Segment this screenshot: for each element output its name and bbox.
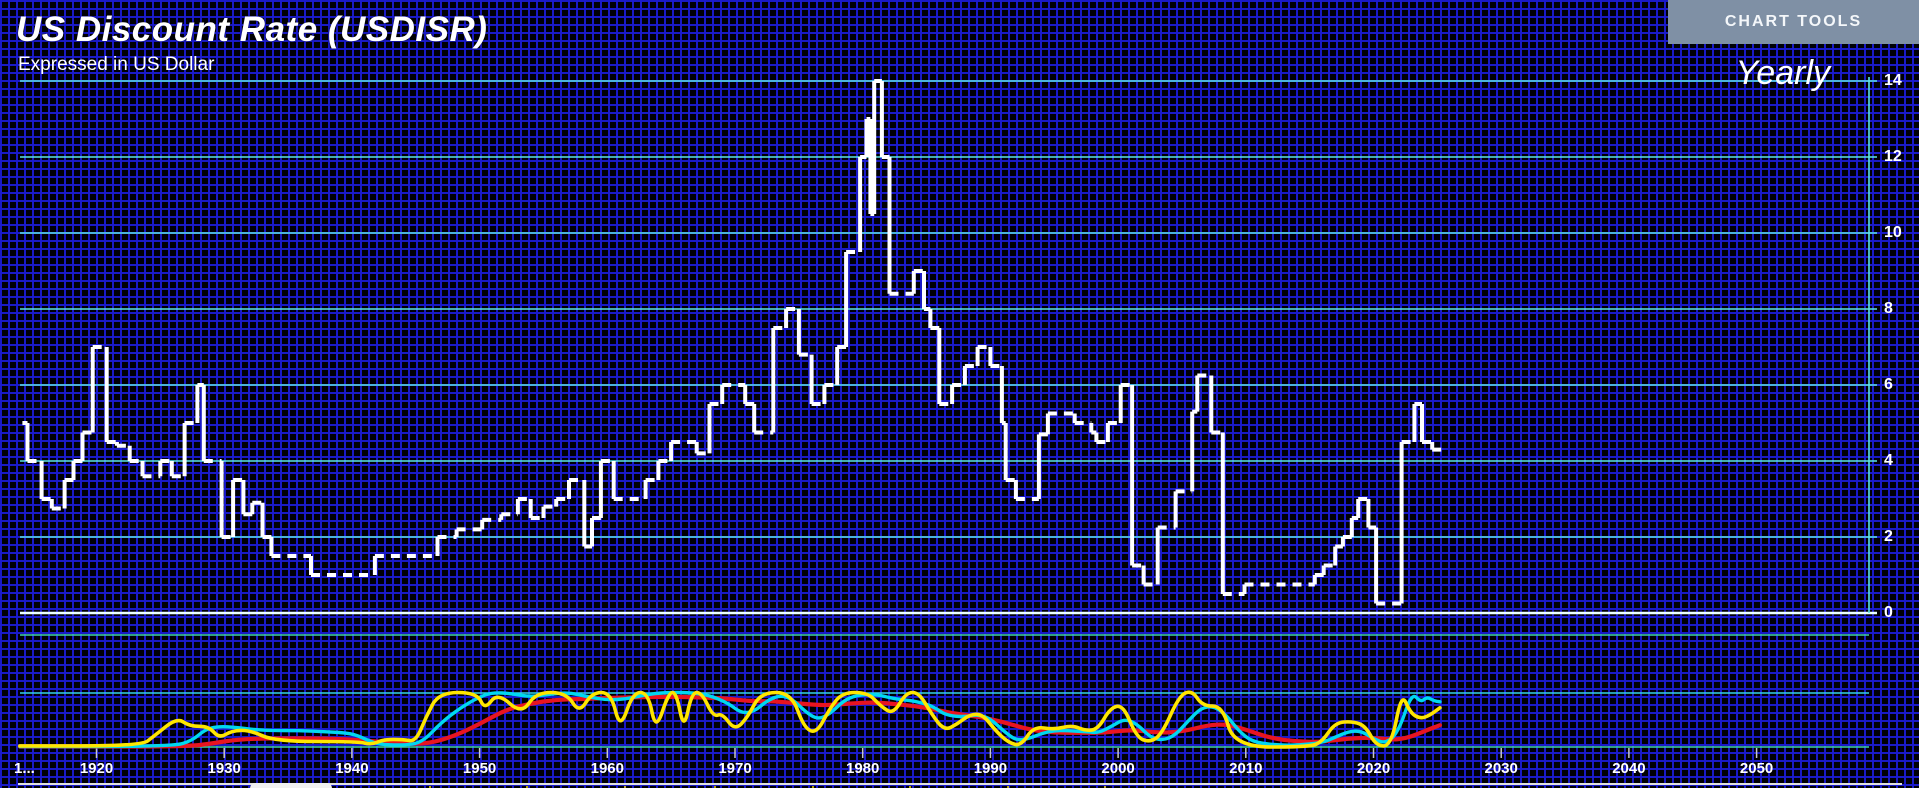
frequency-label: Yearly	[1735, 54, 1831, 92]
y-axis-label-8: 8	[1884, 300, 1893, 317]
x-axis-label-1: 1...	[14, 760, 35, 777]
x-axis-label-1970: 1970	[718, 760, 752, 777]
y-axis-label-0: 0	[1884, 604, 1893, 621]
x-axis-label-1930: 1930	[207, 760, 241, 777]
y-axis-label-12: 12	[1884, 148, 1902, 165]
chart-tools-label: CHART TOOLS	[1724, 13, 1863, 30]
y-axis-label-2: 2	[1884, 528, 1893, 545]
page-subtitle: Expressed in US Dollar	[18, 54, 215, 75]
y-axis-label-6: 6	[1884, 376, 1893, 393]
indicator-line-red	[17, 694, 1442, 749]
main-series-line-horizontals	[22, 79, 1442, 606]
main-series-line-verticals	[25, 81, 1435, 604]
page-title: US Discount Rate (USDISR)	[16, 10, 488, 49]
indicator-line-cyan	[18, 690, 1442, 749]
x-axis-label-1940: 1940	[335, 760, 369, 777]
x-axis-label-1950: 1950	[462, 760, 497, 777]
x-axis-label-2040: 2040	[1612, 760, 1646, 777]
chart-tools-button[interactable]: CHART TOOLS	[1668, 0, 1919, 44]
y-axis-label-10: 10	[1884, 224, 1902, 241]
x-axis-label-1960: 1960	[590, 760, 624, 777]
x-axis-label-2050: 2050	[1739, 760, 1774, 777]
navigator-handle[interactable]	[250, 783, 332, 788]
indicator-line-yellow	[18, 690, 1442, 749]
x-axis-label-2000: 2000	[1101, 760, 1135, 777]
x-axis-label-2030: 2030	[1484, 760, 1518, 777]
y-axis-label-4: 4	[1884, 452, 1893, 469]
y-axis-label-14: 14	[1884, 72, 1902, 89]
x-axis-label-1920: 1920	[79, 760, 114, 777]
x-axis-label-1980: 1980	[846, 760, 880, 777]
x-axis-label-2010: 2010	[1229, 760, 1263, 777]
x-axis-label-2020: 2020	[1356, 760, 1391, 777]
x-axis-label-1990: 1990	[973, 760, 1008, 777]
